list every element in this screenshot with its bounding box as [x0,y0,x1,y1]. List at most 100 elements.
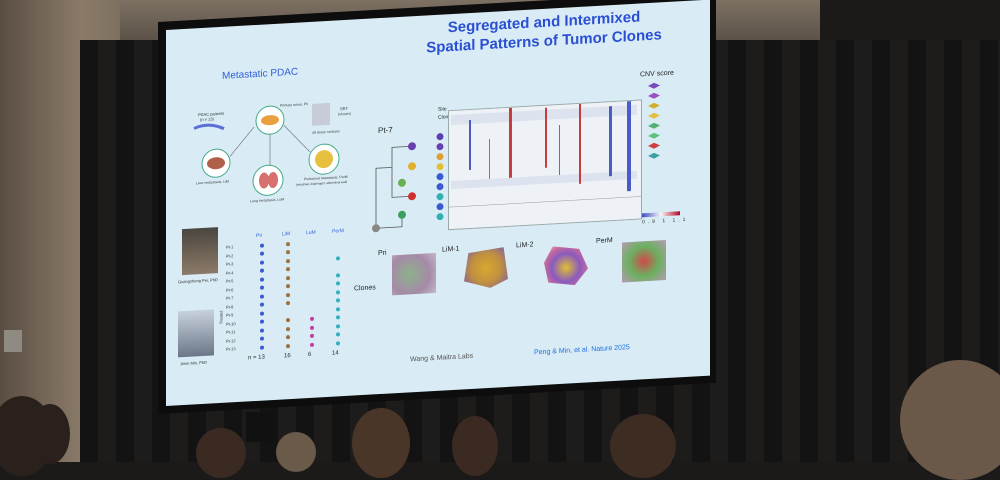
patient-site-table: Pri LiM LuM PerM Pt-1 Pt-2 Pt-3 Pt-4 Pt-5 Pt-… [218,220,376,368]
table-rows: Pt-1 Pt-2 Pt-3 Pt-4 Pt-5 Pt-6 Pt-7 Pt-8 Pt-9 Pt-1… [226,220,376,352]
legend-diamond [648,122,660,129]
site-dot [286,326,290,331]
heatmap-site-label: Site [438,106,447,113]
site-dot [260,294,264,299]
legend-diamond [648,82,660,89]
row-label: Pt-9 [226,312,234,318]
site-dot [310,325,314,330]
row-label: Pt-5 [226,278,234,284]
colorbar-tick: 0.9 [642,218,658,226]
schematic-peritoneal-sub: (intestinal, diaphragm, abdominal wall) [296,180,347,187]
cnv-legend-title: CNV score [640,69,674,79]
site-dot [336,281,340,286]
presenter-name-1: Guangsheng Pei, PhD [178,277,218,285]
colorbar-tick: 1 [662,217,669,225]
tissue-label-pri: Pri [378,249,387,258]
count-perm: 14 [332,350,339,357]
cnv-heatmap [448,99,642,231]
row-label: Pt-13 [226,346,236,352]
site-dot [260,285,264,290]
audience-head [610,414,676,478]
audience-head [352,408,410,478]
col-head-pri: Pri [256,232,263,239]
presenter-photo [178,309,214,358]
treated-label: Treated [218,310,224,325]
schematic-n: (n = 13) [200,116,215,122]
row-label: Pt-8 [226,303,234,310]
site-dot [260,243,264,248]
tissue-section-perm [622,240,666,283]
legend-diamond [648,142,660,149]
row-label: Pt-12 [226,337,236,344]
site-dot [260,277,264,282]
audience-head [276,432,316,472]
lab-credit: Wang & Maitra Labs [410,352,474,364]
audience-head [30,404,70,464]
tissue-label-lim1: LiM-1 [442,245,460,254]
legend-diamond [648,132,660,139]
site-dot [286,292,290,297]
site-dot [286,284,290,289]
col-head-lim: LiM [282,231,291,238]
study-schematic: PDAC patients (n = 13) Primary tumor, Pr… [193,102,351,203]
site-dot [336,272,340,277]
cnv-heatmap-cells [449,100,641,230]
schematic-liver: Liver metastasis, LiM [196,179,229,185]
site-dot [286,267,290,272]
count-pri: n = 13 [248,354,265,362]
site-dot [260,319,264,324]
schematic-primary: Primary tumor, Pri [280,102,308,108]
row-label: Pt-10 [226,320,236,327]
site-dot [260,260,264,265]
row-label: Pt-2 [226,252,234,259]
legend-diamond [648,92,660,99]
schematic-sections: 49 tissue sections [312,129,340,135]
presenter-photo [182,227,218,276]
site-dot [260,268,264,273]
site-dot [336,323,340,328]
audience-head [452,416,498,476]
schematic-visium: (Visium) [338,112,351,117]
citation: Peng & Min, et al. Nature 2025 [534,344,630,357]
legend-diamond [648,112,660,119]
site-dot [286,318,290,323]
row-label: Pt-11 [226,329,236,335]
tissue-section-lim1 [464,247,508,289]
site-dot [336,306,340,311]
tissue-section-pri [392,252,436,296]
schematic-patients: PDAC patients [198,111,224,117]
tissue-label-lim2: LiM-2 [516,241,534,250]
cnv-colorbar [642,211,680,218]
count-lim: 16 [284,353,291,360]
row-label: Pt-1 [226,244,234,250]
camera [246,412,276,442]
site-dot [336,289,340,294]
presentation-slide: Segregated and Intermixed Spatial Patter… [166,0,710,406]
site-dot [260,328,264,333]
site-dot [336,298,340,303]
tissue-label-perm: PerM [596,237,613,245]
cnv-colorbar-ticks: 0.9 1 1.1 [642,217,688,226]
site-dot [310,316,314,321]
legend-diamond [648,102,660,109]
site-dot [310,342,314,347]
site-dot [286,241,290,246]
audience-head [196,428,246,478]
col-head-lum: LuM [306,229,316,237]
site-dot [310,333,314,338]
site-dot [260,302,264,307]
clone-site-column [436,133,444,221]
site-dot [286,343,290,348]
site-dot [286,258,290,263]
row-label: Pt-6 [226,286,234,293]
site-dot [336,340,340,345]
site-dot [260,345,264,350]
site-dot [260,336,264,341]
site-dot [286,335,290,340]
site-dot [286,250,290,255]
clone-tree [372,133,444,233]
row-label: Pt-3 [226,261,234,267]
site-dot [336,315,340,320]
count-lum: 6 [308,351,312,359]
count-row: n = 13 16 6 14 [226,220,376,361]
